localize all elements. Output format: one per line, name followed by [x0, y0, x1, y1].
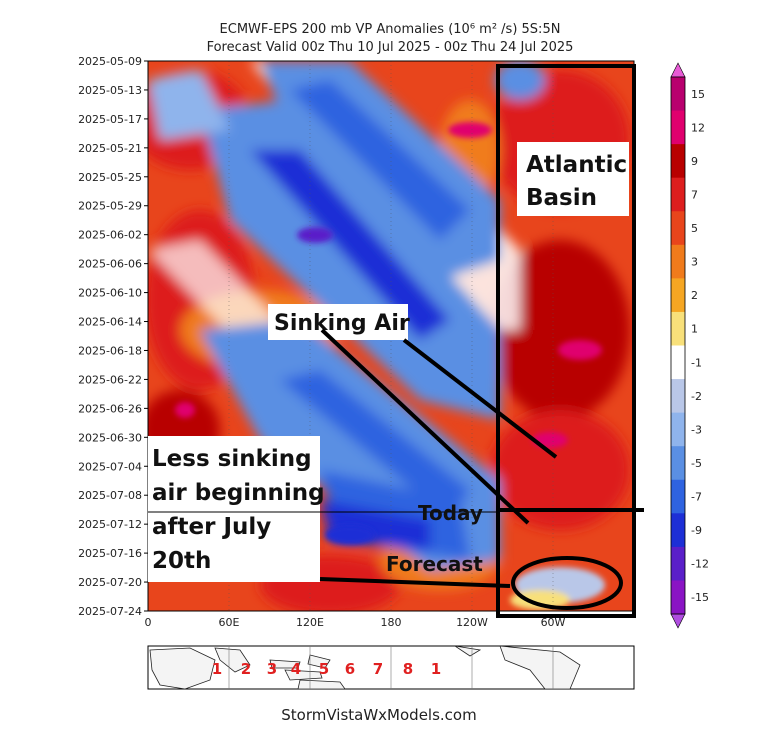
colorbar-tick-label: 7	[691, 188, 698, 201]
less-sinking-line1: Less sinking	[152, 446, 312, 472]
colorbar-swatch	[671, 77, 685, 112]
colorbar-tick-label: 15	[691, 88, 705, 101]
colorbar-extend-top	[670, 62, 686, 78]
y-tick-label: 2025-05-21	[78, 142, 142, 155]
x-tick-label: 60W	[541, 616, 566, 629]
colorbar-swatch	[671, 311, 685, 346]
y-tick-label: 2025-05-09	[78, 55, 142, 68]
mjo-phase-label: 8	[403, 660, 413, 678]
colorbar-tick-label: -3	[691, 423, 702, 436]
chart-title: ECMWF-EPS 200 mb VP Anomalies (10⁶ m² /s…	[220, 22, 561, 37]
colorbar-tick-label: 1	[691, 323, 698, 336]
colorbar-tick-label: 9	[691, 155, 698, 168]
colorbar-swatch	[671, 177, 685, 212]
colorbar-swatch	[671, 479, 685, 514]
colorbar-tick-label: -1	[691, 356, 702, 369]
y-tick-label: 2025-06-14	[78, 316, 142, 329]
colorbar-tick-label: -12	[691, 558, 709, 571]
y-tick-label: 2025-06-06	[78, 258, 142, 271]
sinking-arrow-1	[320, 328, 530, 525]
chart-subtitle: Forecast Valid 00z Thu 10 Jul 2025 - 00z…	[207, 40, 574, 55]
less-sinking-line3: after July	[152, 514, 271, 540]
y-tick-label: 2025-07-16	[78, 547, 142, 560]
colorbar-tick-label: 12	[691, 121, 705, 134]
x-tick-label: 60E	[219, 616, 240, 629]
less-sinking-line4: 20th	[152, 548, 211, 574]
colorbar-swatch	[671, 345, 685, 380]
colorbar-swatch	[671, 144, 685, 179]
colorbar-tick-label: -5	[691, 457, 702, 470]
colorbar-swatch	[671, 546, 685, 581]
atlantic-label-line2: Basin	[526, 185, 597, 211]
colorbar-extend-bottom	[670, 613, 686, 629]
y-tick-label: 2025-07-24	[78, 605, 142, 618]
less-sinking-arrow	[319, 577, 511, 588]
today-label: Today	[418, 501, 483, 525]
y-axis-ticks: 2025-05-09 2025-05-13 2025-05-17 2025-05-21…	[78, 55, 148, 618]
y-tick-label: 2025-06-22	[78, 373, 142, 386]
y-tick-label: 2025-06-18	[78, 344, 142, 357]
y-tick-label: 2025-07-04	[78, 460, 142, 473]
colorbar-tick-label: -7	[691, 491, 702, 504]
x-tick-label: 120E	[296, 616, 324, 629]
mjo-phase-label: 1	[431, 660, 441, 678]
colorbar-swatch	[671, 110, 685, 145]
x-tick-label: 120W	[456, 616, 488, 629]
mjo-phase-label: 1	[212, 660, 222, 678]
y-tick-label: 2025-06-26	[78, 402, 142, 415]
atlantic-label-line1: Atlantic	[526, 152, 627, 178]
x-tick-label: 0	[145, 616, 152, 629]
forecast-ellipse	[511, 556, 623, 610]
colorbar-tick-label: 5	[691, 222, 698, 235]
colorbar-swatch	[671, 211, 685, 246]
x-tick-label: 180	[381, 616, 402, 629]
y-tick-label: 2025-06-10	[78, 287, 142, 300]
y-tick-label: 2025-05-13	[78, 84, 142, 97]
colorbar-swatch	[671, 580, 685, 615]
y-tick-label: 2025-07-08	[78, 489, 142, 502]
less-sinking-label-bg	[148, 436, 320, 582]
colorbar-swatch	[671, 513, 685, 548]
less-sinking-line2: air beginning	[152, 480, 325, 506]
y-tick-label: 2025-05-17	[78, 113, 142, 126]
colorbar-swatch	[671, 412, 685, 447]
colorbar-tick-label: -2	[691, 390, 702, 403]
colorbar-tick-label: -15	[691, 591, 709, 604]
sinking-arrow-2	[402, 338, 558, 459]
atlantic-label-bg	[517, 142, 629, 216]
sinking-label-bg	[268, 304, 408, 340]
colorbar-swatch	[671, 446, 685, 481]
colorbar-swatch	[671, 379, 685, 414]
y-tick-label: 2025-06-30	[78, 431, 142, 444]
mjo-phase-label: 7	[373, 660, 383, 678]
colorbar-tick-label: 3	[691, 256, 698, 269]
y-tick-label: 2025-06-02	[78, 229, 142, 242]
x-axis-ticks: 0 60E 120E 180 120W 60W	[145, 616, 566, 629]
y-tick-label: 2025-05-25	[78, 171, 142, 184]
forecast-label: Forecast	[386, 552, 483, 576]
mjo-phase-label: 4	[291, 660, 301, 678]
atlantic-basin-box	[496, 64, 636, 618]
credit-text: StormVistaWxModels.com	[281, 706, 477, 724]
y-tick-label: 2025-05-29	[78, 200, 142, 213]
mjo-phase-label: 6	[345, 660, 355, 678]
mjo-phase-label: 2	[241, 660, 251, 678]
y-tick-label: 2025-07-12	[78, 518, 142, 531]
colorbar-border	[670, 76, 686, 615]
colorbar-swatch	[671, 278, 685, 313]
sinking-air-label: Sinking Air	[274, 311, 410, 336]
colorbar-tick-label: -9	[691, 524, 702, 537]
y-tick-label: 2025-07-20	[78, 576, 142, 589]
colorbar-tick-label: 2	[691, 289, 698, 302]
colorbar: 15 12 9 7 5 3 2 1 -1 -2 -3 -5 -7 -9 -12 -15	[670, 62, 709, 629]
mjo-phase-label: 3	[267, 660, 277, 678]
colorbar-swatch	[671, 244, 685, 279]
mjo-phase-label: 5	[319, 660, 329, 678]
